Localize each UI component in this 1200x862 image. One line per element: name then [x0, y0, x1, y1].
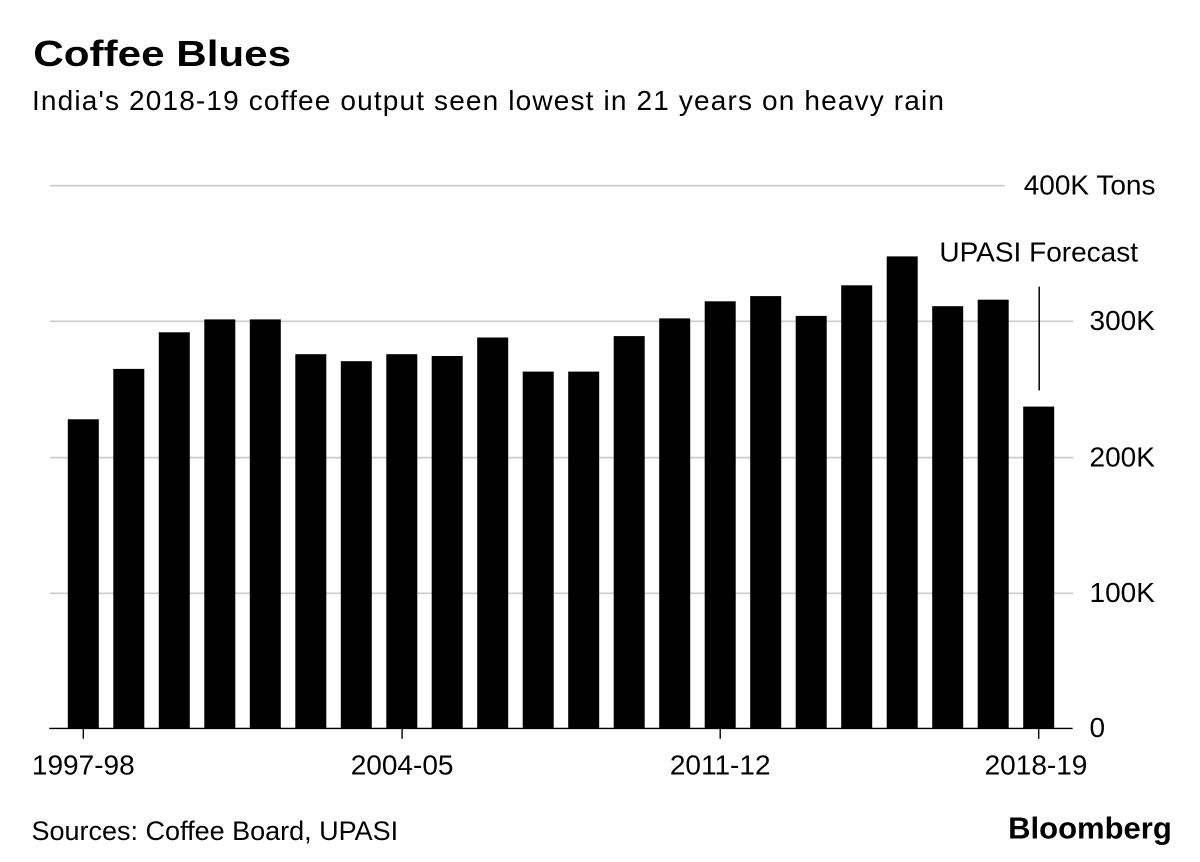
svg-text:India's 2018-19 coffee output: India's 2018-19 coffee output seen lowes…	[32, 85, 945, 116]
svg-text:UPASI Forecast: UPASI Forecast	[939, 237, 1138, 268]
svg-text:0: 0	[1090, 712, 1106, 743]
svg-text:2018-19: 2018-19	[985, 750, 1088, 781]
svg-text:300K: 300K	[1090, 305, 1156, 336]
svg-text:Bloomberg: Bloomberg	[1008, 811, 1172, 846]
svg-text:Sources: Coffee Board, UPASI: Sources: Coffee Board, UPASI	[32, 816, 399, 846]
svg-text:100K: 100K	[1090, 577, 1156, 608]
svg-text:400K Tons: 400K Tons	[1024, 170, 1156, 201]
svg-text:2004-05: 2004-05	[351, 750, 454, 781]
svg-text:200K: 200K	[1090, 441, 1156, 472]
svg-text:Coffee Blues: Coffee Blues	[33, 35, 291, 74]
svg-text:2011-12: 2011-12	[670, 750, 771, 781]
svg-text:1997-98: 1997-98	[32, 750, 135, 781]
